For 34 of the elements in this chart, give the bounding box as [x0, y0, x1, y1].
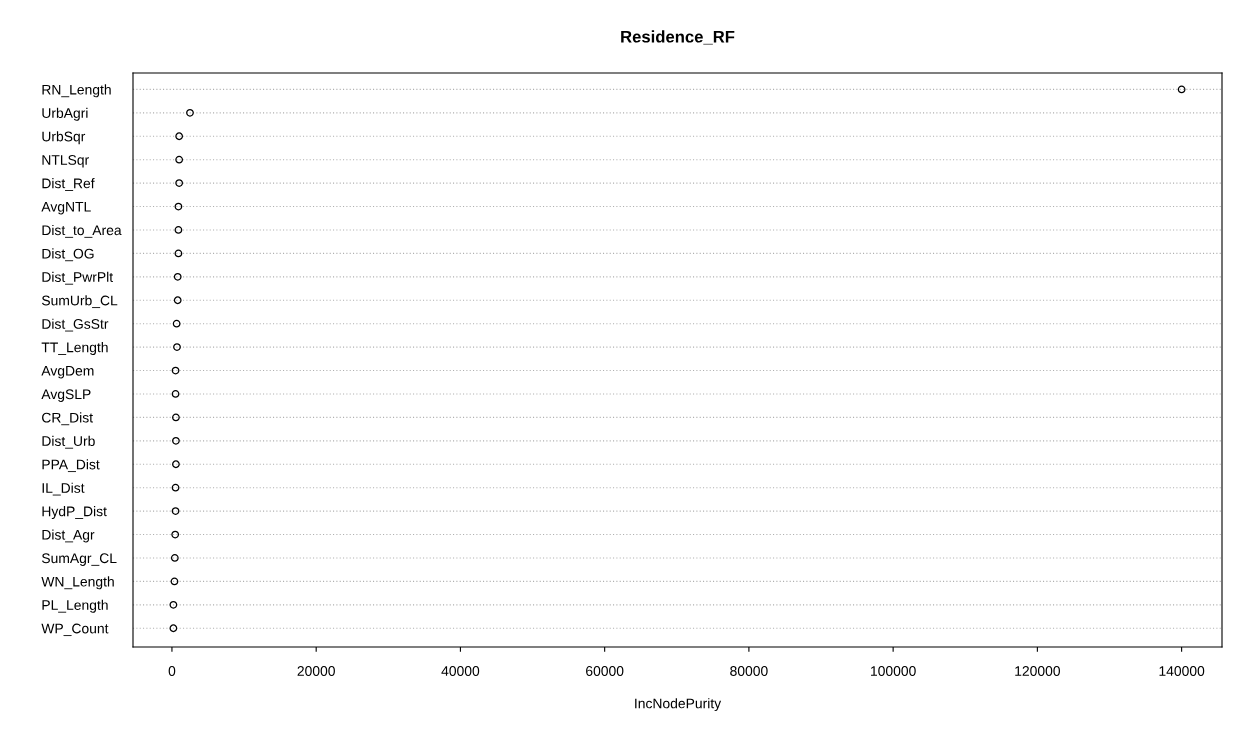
y-tick-label: RN_Length: [42, 84, 111, 98]
y-tick-label: SumUrb_CL: [41, 295, 118, 309]
y-tick-label: Dist_Ref: [42, 178, 95, 191]
y-tick-label: Dist_GsStr: [42, 318, 109, 332]
y-tick-label: WN_Length: [41, 576, 114, 590]
y-tick-label: UrbSqr: [42, 131, 86, 145]
y-tick-label: Dist_Urb: [42, 435, 95, 449]
y-tick-label: NTLSqr: [42, 155, 89, 168]
y-tick-label: AvgSLP: [41, 389, 91, 402]
y-tick-label: PPA_Dist: [42, 459, 100, 473]
y-tick-label: PL_Length: [42, 599, 108, 613]
y-tick-label: TT_Length: [41, 342, 108, 356]
chart-title: Residence_RF: [621, 30, 735, 45]
x-tick-label: 20000: [297, 666, 335, 676]
y-tick-label: Dist_Agr: [42, 529, 95, 543]
y-tick-label: UrbAgri: [42, 107, 88, 121]
y-tick-label: AvgNTL: [41, 202, 91, 215]
x-tick-label: 80000: [730, 666, 768, 676]
y-tick-label: AvgDem: [41, 366, 94, 379]
y-tick-label: HydP_Dist: [42, 506, 107, 520]
x-tick-label: 60000: [586, 666, 624, 676]
y-tick-label: CR_Dist: [42, 412, 93, 426]
x-axis-title: IncNodePurity: [635, 698, 722, 712]
x-tick-label: 100000: [871, 666, 916, 676]
y-tick-label: SumAgr_CL: [41, 553, 117, 566]
x-tick-label: 0: [168, 666, 176, 676]
x-tick-label: 140000: [1159, 666, 1205, 676]
y-tick-label: Dist_PwrPlt: [42, 271, 113, 285]
x-tick-label: 40000: [441, 666, 480, 676]
y-tick-label: Dist_OG: [42, 248, 94, 262]
y-tick-label: IL_Dist: [42, 482, 85, 496]
y-tick-label: Dist_to_Area: [42, 224, 122, 238]
x-tick-label: 120000: [1015, 666, 1061, 676]
y-tick-label: WP_Count: [41, 623, 109, 637]
